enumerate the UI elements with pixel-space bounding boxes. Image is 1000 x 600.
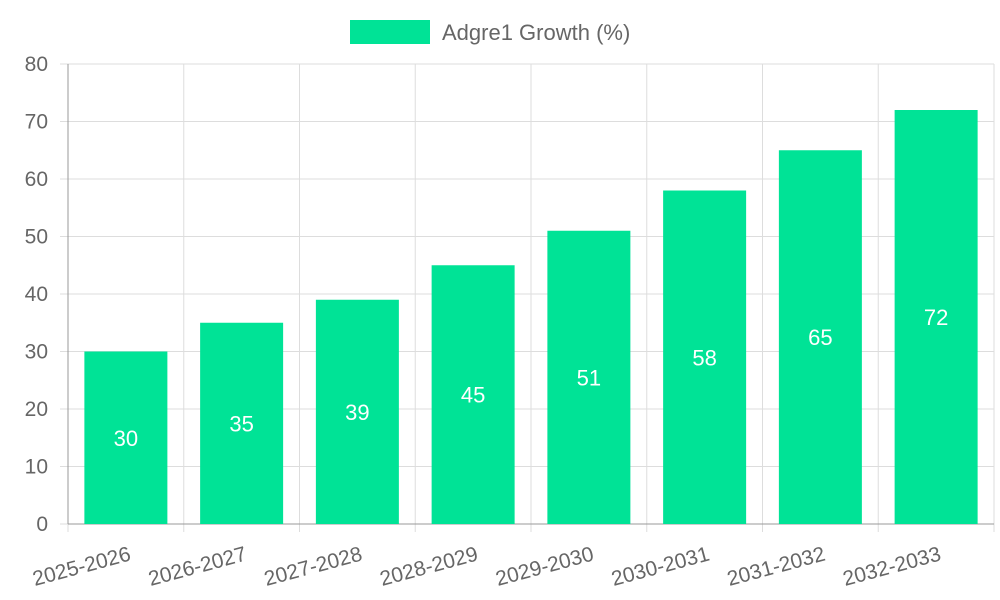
bar[interactable] <box>894 110 978 524</box>
y-axis: 0 10 20 30 40 50 60 70 80 <box>25 53 69 536</box>
bar-data-label: 35 <box>229 411 253 436</box>
y-tick-label: 10 <box>25 456 48 479</box>
bar[interactable] <box>547 230 631 524</box>
x-tick-label: 2030-2031 <box>609 543 712 591</box>
x-tick-label: 2026-2027 <box>146 543 249 591</box>
bar[interactable] <box>663 190 747 525</box>
bar-data-label: 58 <box>692 345 716 370</box>
y-tick-label: 60 <box>25 168 48 191</box>
y-tick-label: 40 <box>25 283 48 306</box>
grid <box>60 63 995 532</box>
data-labels: 30 35 39 45 51 58 65 72 <box>114 305 949 451</box>
y-tick-label: 30 <box>25 341 48 364</box>
bars <box>84 110 978 525</box>
y-tick-label: 70 <box>25 111 48 134</box>
bar[interactable] <box>315 299 399 524</box>
y-tick-label: 0 <box>36 513 48 536</box>
bar[interactable] <box>200 322 284 524</box>
x-tick-label: 2029-2030 <box>493 543 596 591</box>
bar-data-label: 45 <box>461 383 485 408</box>
x-axis: 2025-2026 2026-2027 2027-2028 2028-2029 2029… <box>30 523 994 591</box>
bar-data-label: 72 <box>924 305 948 330</box>
y-tick-label: 80 <box>25 53 48 76</box>
bar-data-label: 30 <box>114 426 138 451</box>
legend-label: Adgre1 Growth (%) <box>442 20 630 45</box>
legend[interactable]: Adgre1 Growth (%) <box>350 20 630 45</box>
bar[interactable] <box>778 150 862 524</box>
y-tick-label: 20 <box>25 398 48 421</box>
legend-swatch <box>350 20 430 44</box>
x-tick-label: 2028-2029 <box>377 543 480 591</box>
x-tick-label: 2031-2032 <box>725 543 828 591</box>
x-tick-label: 2025-2026 <box>30 543 133 591</box>
bar[interactable] <box>431 265 515 524</box>
bar-data-label: 39 <box>345 400 369 425</box>
bar-data-label: 51 <box>577 365 601 390</box>
y-tick-label: 50 <box>25 226 48 249</box>
x-tick-label: 2032-2033 <box>840 543 943 591</box>
x-tick-label: 2027-2028 <box>262 543 365 591</box>
bar[interactable] <box>84 351 168 525</box>
bar-data-label: 65 <box>808 325 832 350</box>
